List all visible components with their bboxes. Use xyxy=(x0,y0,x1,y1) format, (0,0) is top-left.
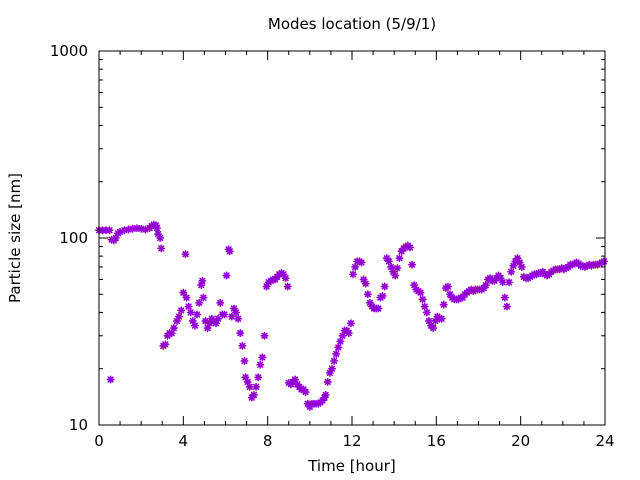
data-point xyxy=(344,329,353,338)
tick-layer: 0 4 8 12 16 20 24 10 100 1000 xyxy=(50,42,615,450)
data-point xyxy=(327,364,336,373)
data-point xyxy=(393,264,402,273)
plot-frame xyxy=(98,50,606,426)
data-point xyxy=(281,274,290,283)
data-point xyxy=(175,312,184,321)
data-point xyxy=(301,388,310,397)
data-point xyxy=(422,308,431,317)
y-axis-label: Particle size [nm] xyxy=(6,173,24,303)
data-point xyxy=(420,302,429,311)
data-point xyxy=(157,244,166,253)
data-point xyxy=(167,329,176,338)
data-point xyxy=(334,343,343,352)
data-point xyxy=(222,271,231,280)
chart-title: Modes location (5/9/1) xyxy=(268,15,436,33)
data-point xyxy=(363,290,372,299)
data-point xyxy=(502,302,511,311)
data-point xyxy=(416,288,425,297)
data-point xyxy=(256,360,265,369)
data-point xyxy=(260,331,269,340)
data-point xyxy=(234,314,243,323)
data-point xyxy=(240,356,249,365)
data-point xyxy=(195,298,204,307)
x-tick-label: 0 xyxy=(94,432,104,450)
data-point xyxy=(443,282,452,291)
data-point xyxy=(181,250,190,259)
data-point xyxy=(124,225,133,234)
data-point xyxy=(254,373,263,382)
data-point xyxy=(481,281,490,290)
data-point xyxy=(357,258,366,267)
y-tick-label: 100 xyxy=(59,229,88,247)
data-point xyxy=(429,324,438,333)
x-tick-label: 8 xyxy=(263,432,273,450)
data-point xyxy=(152,224,161,233)
data-point xyxy=(245,382,254,391)
data-point xyxy=(105,226,114,235)
data-point xyxy=(252,382,261,391)
data-point xyxy=(198,276,207,285)
data-point xyxy=(193,310,202,319)
data-point xyxy=(507,267,516,276)
data-point xyxy=(186,308,195,317)
data-point xyxy=(249,390,258,399)
data-point xyxy=(361,279,370,288)
data-point xyxy=(179,288,188,297)
data-point xyxy=(437,314,446,323)
data-point xyxy=(190,321,199,330)
data-point xyxy=(161,340,170,349)
data-point xyxy=(182,293,191,302)
data-point xyxy=(517,262,526,271)
data-point xyxy=(498,278,507,287)
data-point xyxy=(169,324,178,333)
data-point xyxy=(384,257,393,266)
data-point xyxy=(232,308,241,317)
data-point xyxy=(216,298,225,307)
data-point xyxy=(199,293,208,302)
data-point xyxy=(378,291,387,300)
data-point xyxy=(177,306,186,315)
data-point xyxy=(380,282,389,291)
data-point xyxy=(220,310,229,319)
data-point xyxy=(505,278,514,287)
x-tick-label: 4 xyxy=(179,432,189,450)
data-point xyxy=(225,247,234,256)
data-point xyxy=(405,243,414,252)
data-point xyxy=(599,257,608,266)
data-point xyxy=(156,234,165,242)
x-tick-label: 24 xyxy=(595,432,614,450)
data-point xyxy=(236,329,245,338)
data-point xyxy=(283,282,292,291)
data-point xyxy=(408,260,417,269)
data-point xyxy=(106,375,115,384)
data-point xyxy=(346,319,355,328)
data-point xyxy=(418,295,427,304)
x-tick-label: 20 xyxy=(511,432,530,450)
x-tick-label: 12 xyxy=(342,432,361,450)
data-point xyxy=(336,337,345,346)
data-point xyxy=(184,302,193,311)
data-point xyxy=(238,341,247,350)
x-tick-label: 16 xyxy=(427,432,446,450)
data-point xyxy=(395,254,404,263)
data-point xyxy=(332,349,341,358)
data-points-layer xyxy=(95,220,608,411)
y-tick-label: 10 xyxy=(69,416,88,434)
data-point xyxy=(391,271,400,280)
data-point xyxy=(500,293,509,302)
data-point xyxy=(258,353,267,362)
x-axis-label: Time [hour] xyxy=(307,457,396,475)
data-point xyxy=(439,300,448,309)
y-tick-label: 1000 xyxy=(50,42,88,60)
data-point xyxy=(323,377,332,386)
data-point xyxy=(330,356,339,365)
data-point xyxy=(374,304,383,313)
data-point xyxy=(321,390,330,399)
data-point xyxy=(351,262,360,271)
data-point xyxy=(349,270,358,279)
